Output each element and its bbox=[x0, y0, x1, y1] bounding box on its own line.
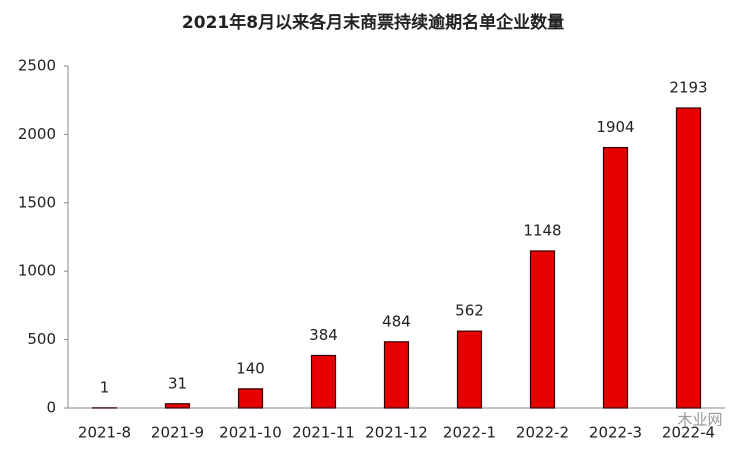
data-label: 1148 bbox=[523, 221, 561, 239]
bar bbox=[456, 330, 483, 409]
data-label: 1 bbox=[100, 378, 110, 396]
y-tick-label: 2500 bbox=[18, 57, 56, 75]
y-tick-label: 2000 bbox=[18, 125, 56, 143]
data-label: 2193 bbox=[669, 78, 707, 96]
x-tick-label: 2021-8 bbox=[78, 424, 131, 442]
data-label: 484 bbox=[382, 312, 411, 330]
x-tick-label: 2022-1 bbox=[443, 424, 496, 442]
x-tick-label: 2021-12 bbox=[365, 424, 428, 442]
y-tick-label: 1000 bbox=[18, 262, 56, 280]
bar bbox=[310, 354, 337, 409]
bar bbox=[675, 107, 702, 409]
bar bbox=[237, 388, 264, 409]
y-tick-label: 0 bbox=[46, 399, 56, 417]
x-tick-label: 2022-3 bbox=[589, 424, 642, 442]
data-label: 140 bbox=[236, 359, 265, 377]
data-label: 31 bbox=[168, 374, 187, 392]
y-tick-label: 500 bbox=[27, 330, 56, 348]
chart-title: 2021年8月以来各月末商票持续逾期名单企业数量 bbox=[182, 12, 564, 33]
bar bbox=[602, 146, 629, 409]
y-tick-label: 1500 bbox=[18, 193, 56, 211]
bar bbox=[529, 250, 556, 409]
bar bbox=[383, 341, 410, 409]
data-label: 562 bbox=[455, 302, 484, 320]
x-tick-label: 2021-10 bbox=[219, 424, 282, 442]
watermark: 木业网 bbox=[677, 411, 722, 429]
data-label: 384 bbox=[309, 326, 338, 344]
x-tick-label: 2022-2 bbox=[516, 424, 569, 442]
data-label: 1904 bbox=[596, 118, 634, 136]
x-tick-label: 2022-4 bbox=[662, 424, 715, 442]
x-tick-label: 2021-9 bbox=[151, 424, 204, 442]
x-tick-label: 2021-11 bbox=[292, 424, 355, 442]
bar bbox=[164, 403, 191, 409]
